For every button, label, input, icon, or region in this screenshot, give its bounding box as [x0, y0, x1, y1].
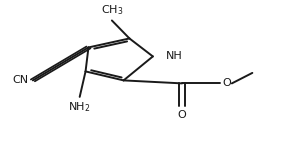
- Text: NH: NH: [166, 51, 183, 61]
- Text: CN: CN: [12, 75, 29, 85]
- Text: O: O: [178, 110, 186, 120]
- Text: NH$_2$: NH$_2$: [69, 101, 91, 114]
- Text: CH$_3$: CH$_3$: [101, 3, 123, 17]
- Text: O: O: [223, 78, 231, 88]
